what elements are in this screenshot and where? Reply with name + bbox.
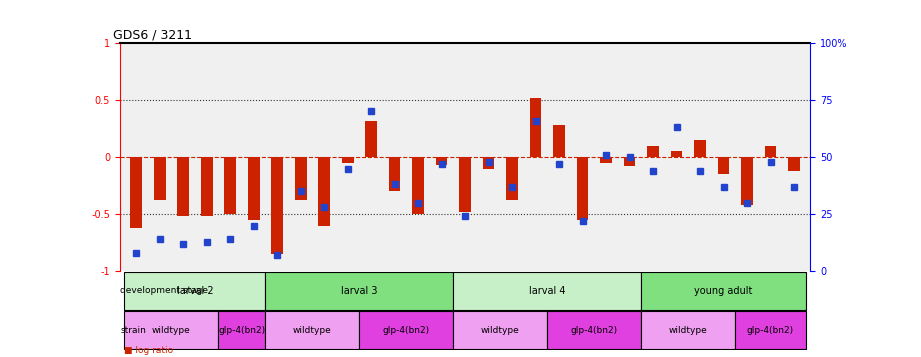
Text: glp-4(bn2): glp-4(bn2) <box>218 326 265 335</box>
Bar <box>577 157 589 220</box>
Bar <box>413 157 424 214</box>
FancyBboxPatch shape <box>359 311 453 349</box>
Bar <box>624 157 635 166</box>
Bar <box>764 146 776 157</box>
Text: wildtype: wildtype <box>481 326 519 335</box>
Text: strain: strain <box>121 326 146 335</box>
Text: glp-4(bn2): glp-4(bn2) <box>747 326 794 335</box>
Bar <box>342 157 354 163</box>
Bar <box>319 157 330 226</box>
Text: young adult: young adult <box>694 286 752 296</box>
Text: development stage: development stage <box>121 286 208 296</box>
Bar <box>366 121 377 157</box>
Bar <box>647 146 659 157</box>
Bar <box>248 157 260 220</box>
FancyBboxPatch shape <box>265 272 453 310</box>
Bar <box>717 157 729 174</box>
FancyBboxPatch shape <box>265 311 359 349</box>
Bar <box>295 157 307 201</box>
FancyBboxPatch shape <box>453 272 641 310</box>
Bar <box>530 98 542 157</box>
Text: larval 3: larval 3 <box>341 286 378 296</box>
Text: GDS6 / 3211: GDS6 / 3211 <box>112 29 192 42</box>
Text: ■ log ratio: ■ log ratio <box>124 346 173 355</box>
Bar <box>154 157 166 201</box>
Bar <box>483 157 495 169</box>
Bar <box>788 157 800 171</box>
Bar <box>389 157 401 191</box>
Bar <box>201 157 213 216</box>
FancyBboxPatch shape <box>547 311 641 349</box>
Text: larval 4: larval 4 <box>529 286 565 296</box>
Bar <box>130 157 142 228</box>
FancyBboxPatch shape <box>641 311 735 349</box>
Text: wildtype: wildtype <box>669 326 707 335</box>
Bar <box>436 157 448 165</box>
Text: glp-4(bn2): glp-4(bn2) <box>383 326 430 335</box>
Text: wildtype: wildtype <box>152 326 191 335</box>
Bar <box>225 157 236 214</box>
Bar <box>670 151 682 157</box>
Text: glp-4(bn2): glp-4(bn2) <box>571 326 618 335</box>
FancyBboxPatch shape <box>453 311 547 349</box>
Bar <box>178 157 189 216</box>
Bar <box>600 157 612 163</box>
Bar <box>741 157 753 205</box>
Bar <box>554 125 565 157</box>
FancyBboxPatch shape <box>218 311 265 349</box>
Bar <box>460 157 471 212</box>
FancyBboxPatch shape <box>735 311 806 349</box>
FancyBboxPatch shape <box>641 272 806 310</box>
FancyBboxPatch shape <box>124 272 265 310</box>
FancyBboxPatch shape <box>124 311 218 349</box>
Bar <box>694 140 705 157</box>
Bar <box>272 157 283 254</box>
Text: wildtype: wildtype <box>293 326 332 335</box>
Text: larval 2: larval 2 <box>177 286 214 296</box>
Bar <box>507 157 518 201</box>
